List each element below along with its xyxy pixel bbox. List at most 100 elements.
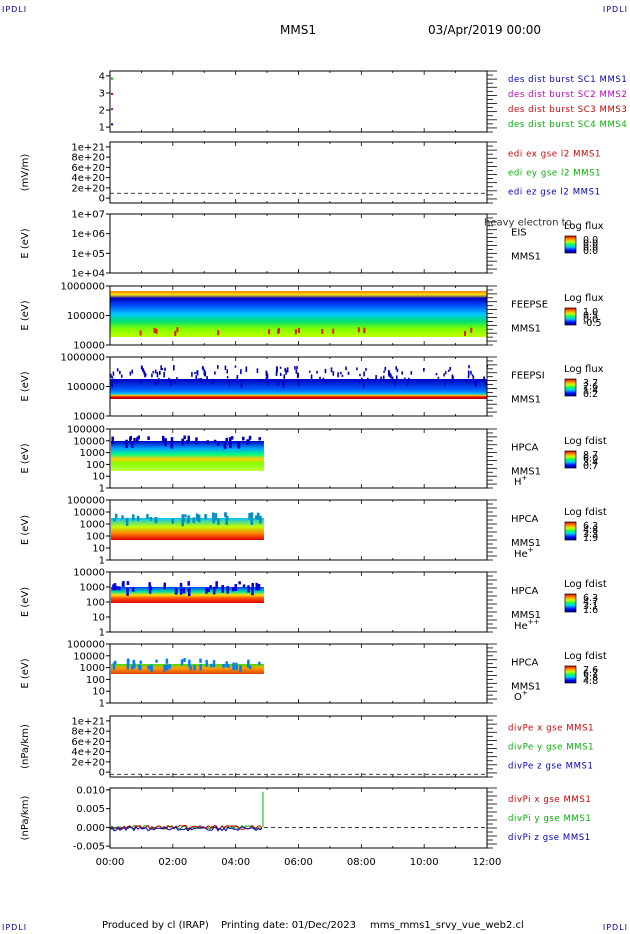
feepsi-speck: [308, 370, 311, 373]
hpca-h-speck: [247, 439, 250, 444]
hpca-o-speck: [226, 664, 230, 668]
feepsi-speck: [310, 374, 313, 381]
hpca-h-speck: [137, 435, 141, 440]
hpca-o-speck: [131, 665, 134, 670]
hpca-o-speck: [163, 665, 166, 672]
feepse-speck: [294, 329, 297, 335]
feepsi-speck: [152, 370, 155, 374]
hpca-h-speck: [170, 437, 174, 444]
feepsi-speck: [296, 365, 298, 370]
feepsi-speck: [391, 376, 394, 381]
date-time-title: 03/Apr/2019 00:00: [428, 23, 542, 37]
feepsi-speck: [283, 374, 286, 380]
hpca-o-y-tick-label: 1000: [80, 663, 105, 674]
hpca-he2-speck: [118, 586, 121, 591]
feepsi-y-tick-label: 100000: [67, 382, 105, 393]
feepsi-speck: [347, 371, 350, 375]
feepsi-speck: [164, 367, 166, 371]
hpca-h-speck: [186, 440, 189, 444]
edi-e-legend-entry: edi ez gse l2 MMS1: [508, 188, 601, 198]
feepsi-speck: [406, 381, 409, 386]
hpca-he2-speck: [148, 582, 151, 588]
feepsi-speck: [277, 380, 279, 386]
feepsi-y-tick-label: 10000: [73, 412, 105, 423]
feepse-instrument-sc: MMS1: [511, 324, 541, 335]
feepsi-speck: [435, 372, 438, 376]
hpca-he-speck: [255, 515, 258, 520]
feepsi-speck: [202, 367, 205, 371]
feepsi-speck: [234, 365, 237, 368]
feepsi-speck: [116, 368, 119, 372]
hpca-o-speck: [199, 658, 202, 663]
hpca-he2-speck: [205, 587, 208, 594]
hpca-o-speck: [180, 659, 184, 666]
feepsi-speck: [475, 381, 477, 388]
hpca-o-speck: [155, 659, 158, 663]
feepse-colorbar-tick: 1.0: [583, 307, 598, 318]
hpca-he2-speck: [234, 584, 237, 591]
feepsi-speck: [363, 371, 365, 377]
hpca-o-colorbar-title: Log fdist: [564, 651, 607, 662]
feepsi-speck: [358, 380, 361, 384]
panel-divpi: 0.010 0.005 0.000 -0.005 (nPa/km) divPi x gse…: [20, 785, 591, 852]
feepsi-speck: [112, 371, 115, 376]
des-dist-legend-entry: des dist burst SC1 MMS1: [508, 75, 627, 85]
hpca-h-speck: [161, 435, 165, 443]
hpca-h-speck: [225, 437, 228, 443]
des-dist-frame: [109, 70, 488, 133]
feepsi-speck: [279, 366, 282, 369]
edi-e-y-tick-label: 4e+20: [71, 173, 105, 184]
hpca-he-colorbar-title: Log fdist: [564, 507, 607, 518]
corner-label-bottom-left: IPDLI: [2, 923, 28, 932]
feepse-speck: [278, 327, 281, 333]
corner-label-bottom-right: IPDLI: [602, 923, 628, 932]
hpca-o-speck: [225, 661, 228, 667]
feepsi-speck: [267, 381, 269, 386]
eis-y-tick-label: 1e+06: [71, 229, 105, 240]
hpca-he2-y-label: E (eV): [20, 587, 31, 617]
feepsi-colorbar-title: Log flux: [564, 364, 604, 375]
divpi-legend-entry: divPi x gse MMS1: [508, 795, 591, 805]
hpca-o-spectrogram: [111, 664, 264, 674]
feepsi-speck: [283, 380, 286, 384]
hpca-he2-y-tick-label: 10000: [73, 568, 105, 579]
divpi-y-tick-label: 0.005: [76, 804, 105, 815]
panel-feepsi: 1000000 100000 10000 E (eV) Log flux 3.72.61.…: [20, 353, 604, 423]
feepsi-speck: [131, 369, 134, 374]
feepsi-speck: [159, 370, 161, 375]
feepsi-spectrogram: [110, 379, 487, 399]
x-tick-label: 12:00: [473, 857, 502, 868]
des-dist-y-tick-label: 4: [99, 71, 105, 82]
feepsi-speck: [284, 367, 287, 372]
hpca-he2-species: He++: [514, 618, 540, 632]
hpca-he2-speck: [113, 583, 117, 591]
hpca-he-instrument-sc: MMS1: [511, 538, 541, 549]
hpca-he2-speck: [182, 587, 186, 594]
hpca-he-speck: [132, 514, 135, 521]
hpca-h-speck: [164, 438, 167, 445]
hpca-o-speck: [212, 660, 216, 668]
feepse-colorbar-title: Log flux: [564, 293, 604, 304]
feepsi-speck: [404, 377, 406, 381]
feepsi-speck: [392, 379, 395, 384]
hpca-h-y-tick-label: 10000: [73, 436, 105, 447]
hpca-h-speck: [248, 435, 252, 440]
feepsi-speck: [285, 369, 287, 375]
divpi-y-tick-label: 0.000: [76, 823, 105, 834]
feepsi-speck: [382, 375, 385, 382]
des-dist-y-tick-label: 2: [99, 106, 105, 117]
hpca-o-speck: [193, 665, 196, 671]
feepsi-speck: [259, 380, 262, 383]
hpca-o-speck: [165, 664, 169, 671]
feepsi-speck: [294, 366, 296, 370]
hpca-he-y-label: E (eV): [20, 515, 31, 545]
hpca-he2-speck: [251, 587, 254, 596]
feepsi-colorbar-tick: 2.6: [583, 382, 598, 393]
hpca-he-speck: [136, 515, 140, 521]
feepsi-y-tick-label: 1000000: [60, 353, 105, 364]
hpca-o-speck: [127, 659, 130, 663]
hpca-he-colorbar-tick: 4.8: [583, 525, 598, 536]
